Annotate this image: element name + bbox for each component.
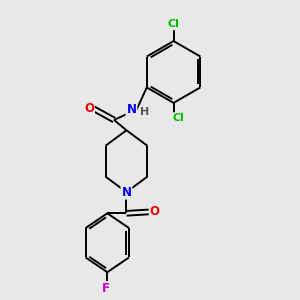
Text: N: N — [122, 186, 131, 199]
Text: Cl: Cl — [172, 113, 184, 123]
Text: F: F — [102, 282, 110, 295]
Text: H: H — [140, 107, 150, 117]
Text: Cl: Cl — [168, 19, 179, 29]
Text: O: O — [150, 205, 160, 218]
Text: N: N — [127, 103, 136, 116]
Text: O: O — [84, 102, 94, 115]
